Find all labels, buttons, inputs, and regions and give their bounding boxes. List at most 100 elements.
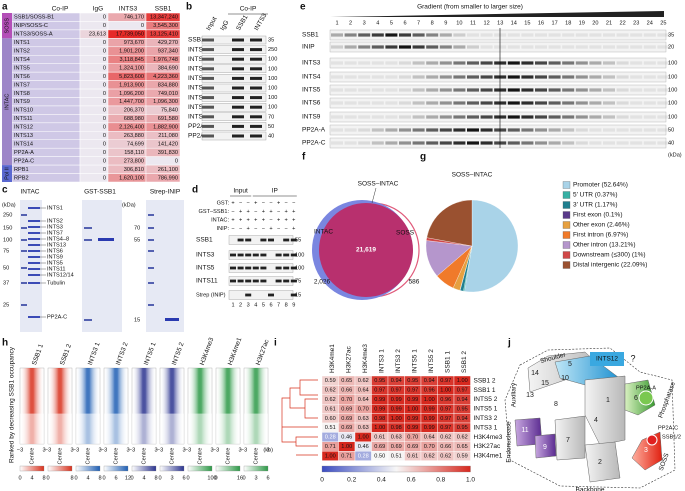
lane-label: Input (205, 16, 218, 32)
colorbar (215, 465, 241, 472)
band (643, 45, 656, 49)
band (237, 266, 244, 270)
band (426, 45, 439, 49)
ints12: INTS12 (596, 356, 618, 363)
venn-label: INTAC (314, 229, 333, 236)
kda: 100 (295, 265, 304, 271)
cell-value: 0.96 (424, 388, 435, 394)
cell-value: 1.00 (325, 453, 336, 459)
row-label: INTS2 (188, 56, 207, 63)
marker: 70 (134, 225, 140, 231)
colorbar-tick: 0.8 (436, 477, 445, 484)
panel-letter: d (192, 185, 198, 196)
band (630, 75, 643, 79)
cell-value: 0 (103, 15, 106, 21)
band (331, 61, 343, 65)
sign: + (285, 209, 288, 215)
marker: 37 (3, 280, 9, 286)
band (630, 128, 643, 132)
band (371, 61, 384, 65)
kda: 100 (668, 60, 677, 66)
row-label: INTS5 2 (474, 396, 498, 403)
row-name: INTS8 (14, 91, 30, 97)
cell-value: 1,324,100 (119, 65, 144, 71)
x-label: Centre (225, 448, 231, 465)
fraction: 11 (470, 20, 476, 26)
sign: + (254, 200, 257, 206)
band (202, 115, 214, 119)
x-label: 3 (266, 447, 269, 453)
column-label: INTS5 1 (411, 349, 418, 373)
x-label: 3 (154, 447, 157, 453)
band (603, 88, 615, 92)
band (202, 134, 214, 138)
ladder-band (148, 304, 154, 306)
band (480, 75, 493, 79)
group-label: IP (272, 188, 278, 195)
band (521, 88, 534, 92)
band (202, 86, 214, 90)
column-label: H3K27ac (345, 346, 352, 373)
band-label: INTS12/14 (47, 272, 74, 278)
band (630, 141, 643, 145)
cell-value: 1,913,900 (119, 82, 144, 88)
row-name: INTS11 (14, 116, 33, 122)
band (385, 61, 398, 65)
band (480, 128, 493, 132)
cell-value: 0 (103, 167, 106, 173)
cell-value: 1.00 (457, 378, 468, 384)
band (202, 96, 214, 100)
band (643, 75, 656, 79)
band (426, 33, 439, 37)
subunit-number: 6 (634, 395, 638, 402)
band (385, 128, 398, 132)
dendrogram (304, 398, 318, 419)
colorbar-tick: 0 (18, 475, 21, 481)
cell-value: 74,699 (127, 141, 144, 147)
cell-value: 786,990 (158, 175, 178, 181)
row-label: H3K4me3 (474, 434, 503, 441)
band (245, 238, 252, 242)
lane-label: INTS3 (253, 12, 268, 32)
band (275, 266, 282, 270)
group-label: Pol II (4, 167, 10, 180)
cell-value: 0.99 (424, 425, 435, 431)
colorbar-tick: 6 (114, 475, 117, 481)
kda: 50 (668, 127, 674, 133)
x-label: −3 (241, 447, 247, 453)
band (439, 101, 452, 105)
band (453, 115, 466, 119)
cell-value: 0.70 (424, 444, 435, 450)
band (562, 61, 575, 65)
column-label: SSB1 2 (461, 351, 468, 373)
row-label: INTS3 (188, 66, 207, 73)
legend-swatch (562, 231, 571, 239)
cell-value: 0.62 (424, 453, 435, 459)
map-label: INTS5 1 (143, 341, 158, 366)
band (385, 115, 398, 119)
cell-value: 23,613 (89, 32, 106, 38)
cell-value: 691,580 (158, 116, 178, 122)
band (250, 38, 262, 42)
band (399, 101, 411, 105)
cell-value: 1,096,300 (153, 99, 178, 105)
legend-label: First exon (0.1%) (573, 212, 623, 219)
marker: 55 (134, 237, 140, 243)
band (358, 115, 371, 119)
band (453, 141, 466, 145)
band (439, 45, 452, 49)
kda: 35 (668, 32, 674, 38)
pie-slice (426, 199, 473, 247)
cell-value: 0 (103, 49, 106, 55)
colorbar-tick: 4 (142, 475, 145, 481)
x-label: Centre (57, 448, 63, 465)
band (245, 266, 252, 270)
subunit-number: 14 (531, 370, 539, 377)
row-name: INTS9 (14, 99, 30, 105)
marker: 50 (3, 265, 9, 271)
protein-label: SSB1/2 (662, 434, 681, 440)
legend-swatch (562, 251, 571, 259)
band (657, 88, 670, 92)
band (548, 101, 561, 105)
band (202, 67, 214, 71)
